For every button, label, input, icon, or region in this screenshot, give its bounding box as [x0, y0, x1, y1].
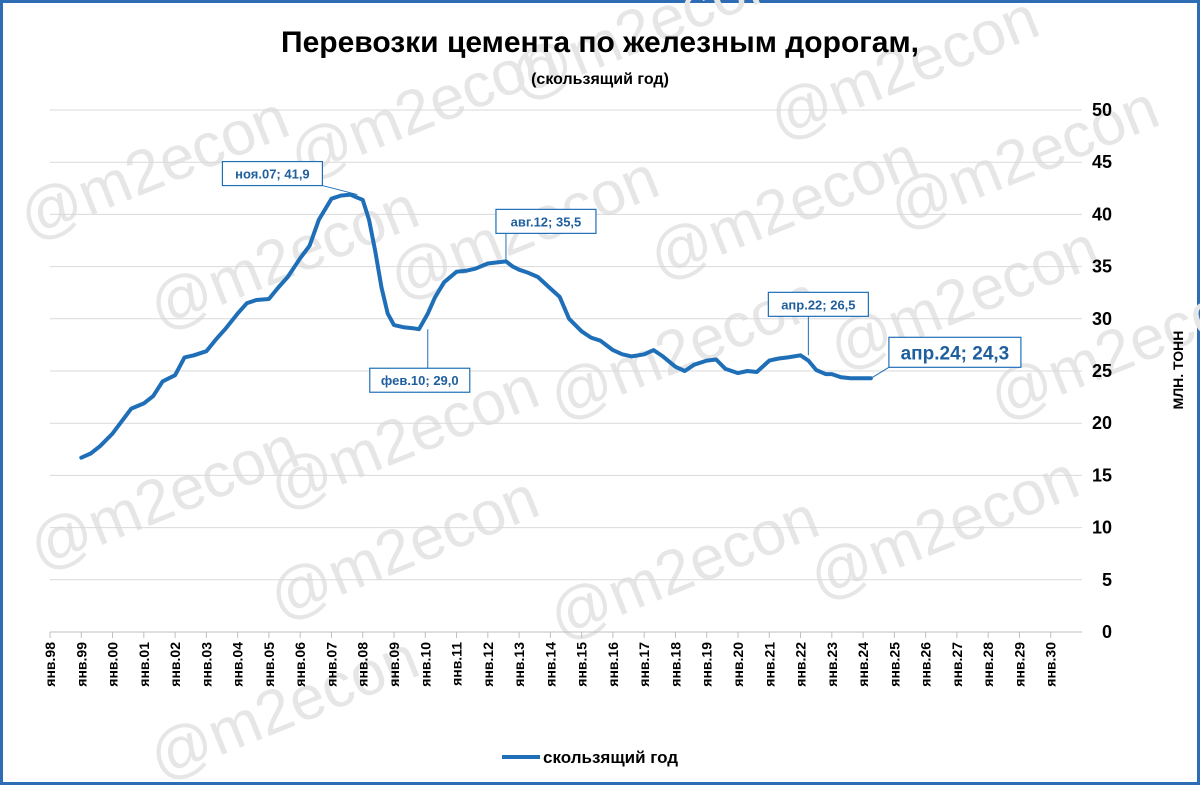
y-tick-label: 20 — [1092, 413, 1112, 433]
annotation-label: апр.22; 26,5 — [781, 297, 855, 312]
y-tick-label: 10 — [1092, 518, 1112, 538]
x-tick-label: янв.17 — [636, 642, 652, 687]
x-tick-label: янв.98 — [42, 642, 58, 687]
x-tick-label: янв.21 — [761, 642, 777, 687]
x-tick-label: янв.28 — [980, 642, 996, 687]
x-tick-label: янв.16 — [605, 642, 621, 687]
legend: скользящий год — [502, 748, 678, 767]
x-tick-label: янв.10 — [417, 642, 433, 687]
y-axis-ticks: 0 5 10 15 20 25 30 35 40 45 50 — [1092, 100, 1112, 642]
y-tick-label: 40 — [1092, 204, 1112, 224]
annotation-label: фев.10; 29,0 — [381, 373, 459, 388]
x-tick-label: янв.27 — [949, 642, 965, 687]
watermark-text: @m2econ — [539, 263, 828, 433]
x-tick-label: янв.05 — [261, 642, 277, 687]
y-tick-label: 30 — [1092, 309, 1112, 329]
x-tick-label: янв.07 — [323, 642, 339, 687]
series-line — [79, 192, 873, 460]
y-tick-label: 5 — [1102, 570, 1112, 590]
x-tick-label: янв.29 — [1011, 642, 1027, 687]
x-tick-label: янв.18 — [667, 642, 683, 687]
y-tick-label: 15 — [1092, 465, 1112, 485]
x-tick-label: янв.11 — [449, 642, 465, 686]
x-axis-ticks: янв.98 янв.99 янв.00 янв.01 янв.02 янв.03 янв.… — [42, 642, 1059, 687]
axes — [49, 631, 1082, 638]
series-layer — [79, 192, 873, 460]
y-tick-label: 0 — [1102, 622, 1112, 642]
x-tick-label: янв.24 — [855, 642, 871, 687]
annotation-label: апр.24; 24,3 — [901, 343, 1010, 364]
x-tick-label: янв.20 — [730, 642, 746, 687]
annotation-label: авг.12; 35,5 — [511, 214, 582, 229]
y-axis-label: МЛН. ТОНН — [1170, 331, 1186, 410]
x-tick-label: янв.25 — [886, 642, 902, 687]
x-tick-label: янв.06 — [292, 642, 308, 687]
chart-subtitle: (скользящий год) — [531, 71, 669, 88]
x-tick-label: янв.22 — [793, 642, 809, 687]
legend-label: скользящий год — [543, 748, 678, 767]
x-tick-label: янв.14 — [542, 642, 558, 687]
annotation-leader — [322, 185, 358, 196]
annotation-box — [221, 160, 324, 187]
y-tick-label: 50 — [1092, 100, 1112, 120]
annotation-label: ноя.07; 41,9 — [235, 167, 310, 182]
y-tick-label: 35 — [1092, 257, 1112, 277]
annotation-box — [369, 367, 471, 393]
x-tick-label: янв.03 — [198, 642, 214, 687]
x-tick-label: янв.12 — [480, 642, 496, 687]
chart-title: Перевозки цемента по железным дорогам, — [281, 26, 919, 59]
x-tick-label: янв.04 — [230, 642, 246, 687]
x-tick-label: янв.26 — [918, 642, 934, 687]
gridlines — [50, 109, 1082, 581]
x-tick-label: янв.08 — [355, 642, 371, 687]
watermark-text: @m2econ — [19, 413, 308, 583]
y-tick-label: 45 — [1092, 152, 1112, 172]
x-tick-label: янв.30 — [1043, 642, 1059, 687]
annotation-leader — [870, 366, 890, 379]
annotation-box — [767, 291, 869, 317]
y-tick-label: 25 — [1092, 361, 1112, 381]
x-tick-label: янв.23 — [824, 642, 840, 687]
x-tick-label: янв.09 — [386, 642, 402, 687]
annotations: ноя.07; 41,9 фев.10; 29,0 авг.12; 35,5 апр.… — [221, 160, 1022, 393]
watermark-text: @m2econ — [539, 483, 828, 653]
x-tick-label: янв.19 — [699, 642, 715, 687]
x-tick-label: янв.99 — [73, 642, 89, 687]
annotation-box — [888, 336, 1022, 368]
annotation-box — [495, 208, 597, 234]
x-tick-label: янв.01 — [136, 642, 152, 687]
x-tick-label: янв.00 — [105, 642, 121, 687]
x-tick-label: янв.15 — [574, 642, 590, 687]
x-tick-label: янв.13 — [511, 642, 527, 687]
watermark-text: @m2econ — [879, 73, 1168, 243]
x-tick-label: янв.02 — [167, 642, 183, 687]
